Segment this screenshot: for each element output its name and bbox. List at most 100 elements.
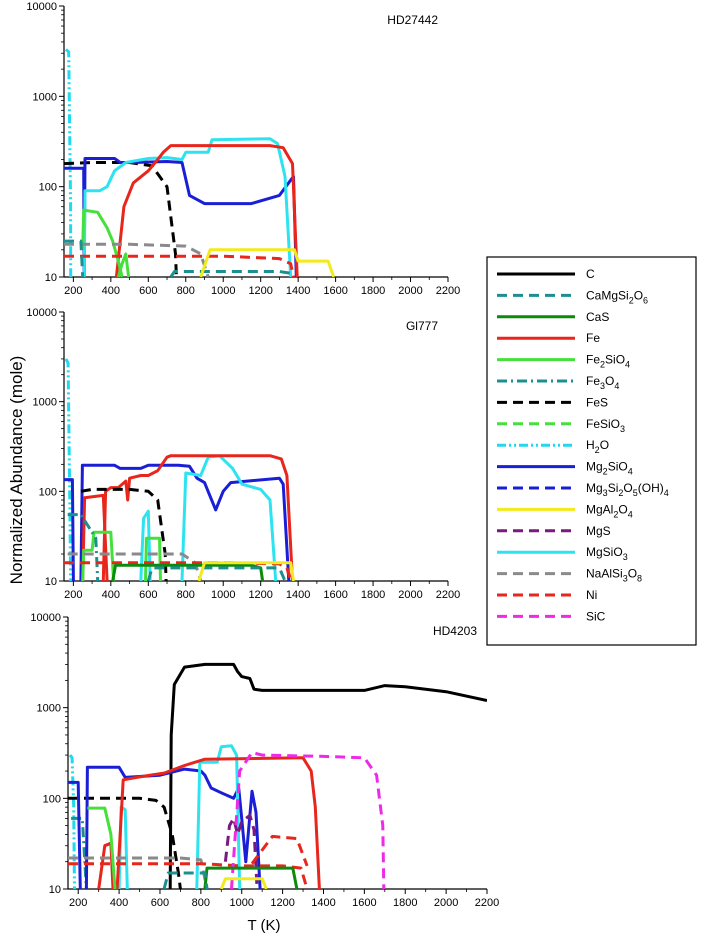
series-group (68, 662, 487, 889)
panel-title: HD27442 (387, 13, 438, 27)
series-line-mg2sio4 (64, 478, 75, 581)
legend-label-part: Mg (586, 481, 603, 495)
legend-label-part: Fe (586, 331, 600, 345)
y-tick-label: 100 (39, 182, 57, 194)
legend-label: Fe3O4 (586, 374, 619, 391)
series-line-fe2sio4 (81, 530, 116, 581)
series-line-fe (101, 454, 294, 581)
y-tick-label: 10000 (26, 1, 57, 13)
x-tick-label: 2200 (436, 589, 460, 601)
legend-label: SiC (586, 609, 606, 623)
series-line-camgsi2o6 (64, 239, 85, 277)
y-tick-label: 10 (45, 272, 57, 284)
chart-panel-2: 10 100 1000 10000 200 400 600 800 1000 1200 1400 16… (26, 307, 460, 601)
y-tick-label: 10000 (26, 307, 57, 319)
series-line-mgsio3 (180, 454, 278, 581)
legend-label-subscript: 4 (614, 381, 619, 391)
legend-label-part: CaS (586, 310, 609, 324)
series-line-camgsi2o6 (146, 566, 287, 581)
series-line-fe (114, 144, 299, 277)
legend-label: Ni (586, 588, 597, 602)
series-line-fes (68, 796, 182, 889)
legend-label-subscript: 2 (613, 509, 618, 519)
x-tick-label: 800 (177, 589, 195, 601)
legend-label: Fe (586, 331, 600, 345)
series-line-fe3o4 (67, 513, 100, 581)
legend-label: Mg3Si2O5(OH)4 (586, 481, 669, 498)
series-line-ni (250, 834, 309, 867)
y-tick-label: 1000 (33, 91, 57, 103)
legend-label-subscript: 2 (600, 360, 605, 370)
series-line-mg2sio4 (79, 463, 291, 581)
legend-label-subscript: 3 (620, 424, 625, 434)
legend-label-subscript: 4 (625, 360, 630, 370)
legend-label-subscript: 3 (623, 574, 628, 584)
legend-label-part: Ni (586, 588, 597, 602)
legend-label: MgAl2O4 (586, 502, 633, 519)
legend-label-part: Si (608, 481, 619, 495)
series-line-mgal2o4 (219, 877, 268, 889)
legend-label-part: C (586, 267, 595, 281)
legend-label-part: FeS (586, 395, 608, 409)
x-tick-label: 1600 (323, 589, 347, 601)
x-tick-label: 2000 (398, 589, 422, 601)
legend-label-part: O (600, 438, 609, 452)
legend-label-subscript: 4 (628, 509, 633, 519)
y-tick-label: 100 (43, 793, 61, 805)
legend-label: H2O (586, 438, 609, 455)
legend-label-part: O (605, 374, 614, 388)
legend-label-subscript: 4 (664, 488, 669, 498)
legend-label-subscript: 2 (618, 488, 623, 498)
legend-label: FeS (586, 395, 608, 409)
x-tick-label: 1600 (352, 897, 376, 909)
x-tick-label: 200 (64, 285, 82, 297)
x-tick-label: 600 (139, 285, 157, 297)
legend-label-part: (OH) (638, 481, 664, 495)
x-tick-label: 1800 (393, 897, 417, 909)
series-line-mg2sio4 (68, 780, 82, 889)
legend-box (486, 256, 697, 646)
x-tick-label: 2000 (398, 285, 422, 297)
legend-label-subscript: 3 (603, 488, 608, 498)
series-line-ni (64, 561, 293, 581)
series-line-fe (115, 756, 321, 889)
y-tick-label: 100 (39, 486, 57, 498)
series-line-mgs (223, 813, 259, 889)
x-tick-label: 600 (151, 897, 169, 909)
legend-label: C (586, 267, 595, 281)
x-tick-label: 2200 (475, 897, 499, 909)
legend-label-part: Mg (586, 460, 603, 474)
legend-label-subscript: 3 (600, 381, 605, 391)
legend-label-part: CaMgSi (586, 288, 629, 302)
series-line-ni (64, 254, 295, 277)
series-line-mgal2o4 (197, 561, 295, 581)
x-tick-label: 400 (102, 285, 120, 297)
x-tick-label: 400 (102, 589, 120, 601)
series-line-fe2sio4 (81, 208, 124, 277)
legend-label-part: O (623, 481, 632, 495)
series-line-c (168, 662, 487, 889)
legend-label-part: SiO (608, 460, 628, 474)
legend-label-part: MgAl (586, 502, 613, 516)
legend-label: CaMgSi2O6 (586, 288, 648, 305)
legend-label-subscript: 2 (629, 295, 634, 305)
legend-label-part: Fe (586, 374, 600, 388)
legend: CCaMgSi2O6CaSFeFe2SiO4Fe3O4FeSFeSiO3H2OM… (486, 256, 697, 646)
series-line-ni (68, 862, 309, 889)
series-line-camgsi2o6 (162, 871, 209, 889)
series-group (64, 48, 336, 277)
panel-title: Gl777 (406, 319, 438, 333)
legend-label: NaAlSi3O8 (586, 567, 642, 584)
series-line-naalsi3o8 (68, 856, 209, 889)
series-line-mgsio3 (82, 137, 293, 277)
series-line-cas (111, 563, 265, 581)
legend-label: MgSiO3 (586, 545, 628, 562)
y-tick-label: 1000 (33, 397, 57, 409)
legend-label-part: NaAlSi (586, 567, 623, 581)
x-axis-label: T (K) (247, 917, 280, 934)
series-line-camgsi2o6 (169, 270, 295, 277)
legend-label-subscript: 2 (595, 445, 600, 455)
y-tick-label: 10 (45, 576, 57, 588)
